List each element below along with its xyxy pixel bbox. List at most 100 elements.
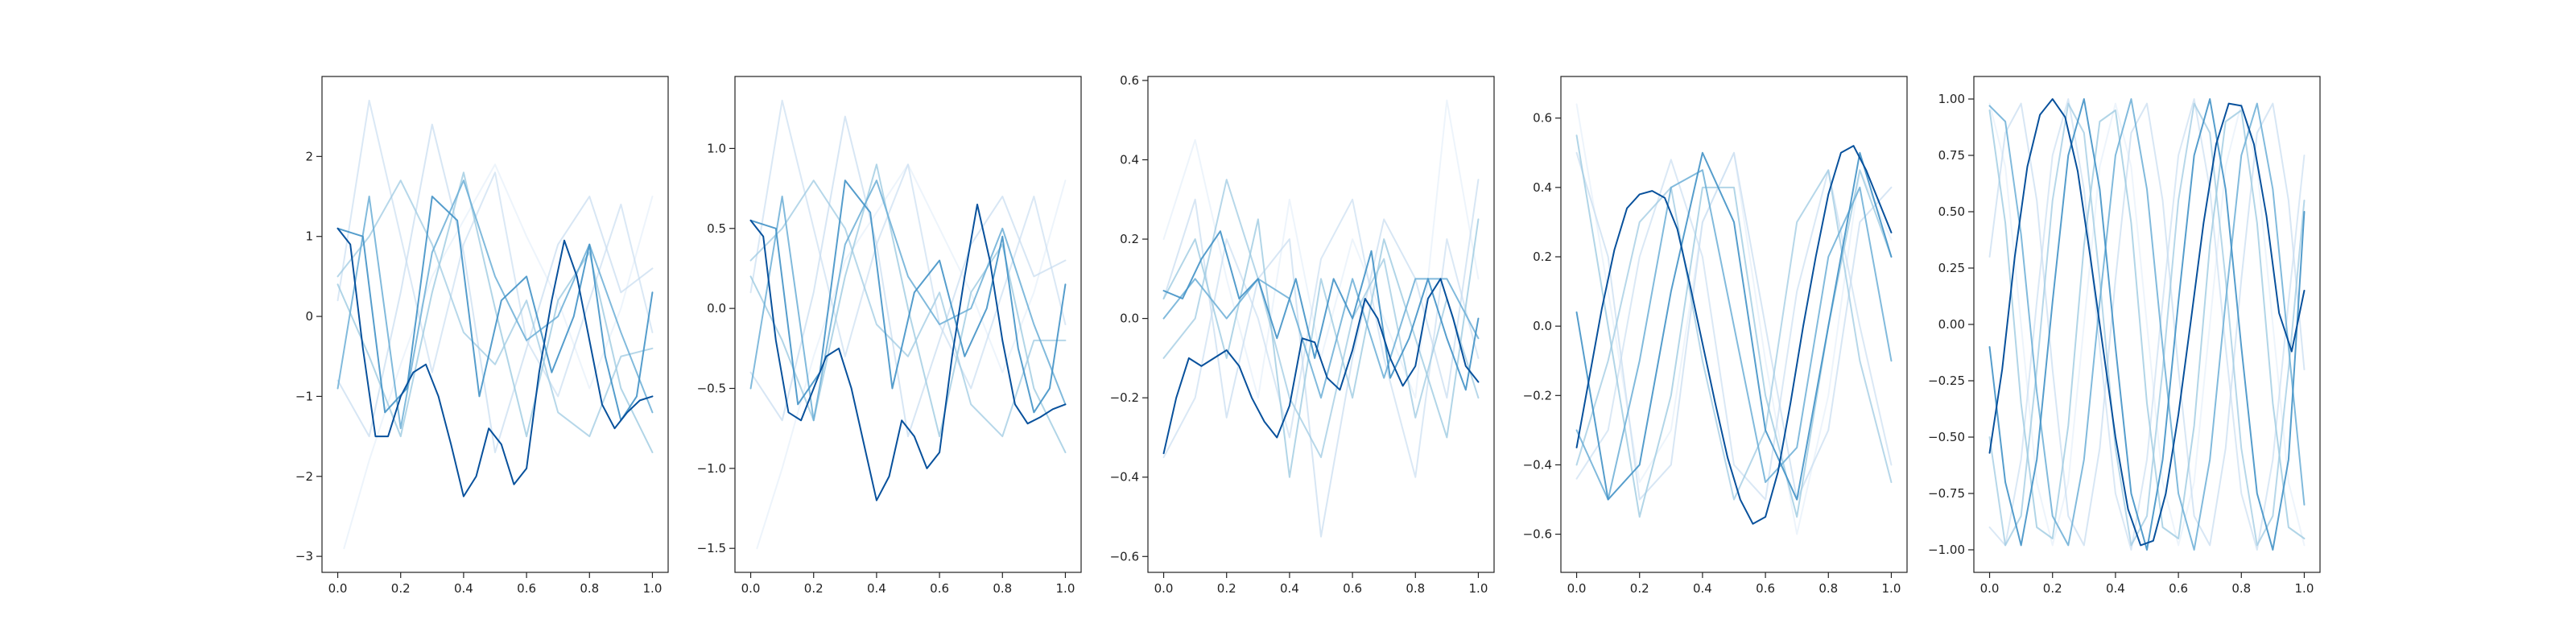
subplot-2: 0.0 0.2 0.4 0.6 0.8 1.0 −1.5 −1.0 −0.5 0.0 0.5 1.0 [697, 76, 1082, 596]
y-tick-label: 0.5 [707, 221, 726, 236]
series-line-8 [336, 227, 654, 497]
y-tick-label: −1.00 [1928, 543, 1965, 557]
y-tick-label: −1 [295, 389, 313, 403]
x-tick-label: 0.0 [328, 581, 348, 596]
y-tick-label: 0.2 [1533, 250, 1552, 264]
series-line-8 [1988, 98, 2306, 547]
x-tick-label: 0.2 [1630, 581, 1649, 596]
y-tick-label: −0.50 [1928, 430, 1965, 444]
series-line-5 [1988, 109, 2306, 539]
y-tick-label: 0.75 [1938, 148, 1965, 163]
y-tick-label: 2 [305, 149, 313, 163]
series-line-7 [1575, 151, 1893, 501]
x-tick-label: 0.2 [804, 581, 824, 596]
x-tick-label: 1.0 [1469, 581, 1488, 596]
x-tick-label: 0.4 [2106, 581, 2125, 596]
y-tick-label: 0.25 [1938, 261, 1965, 275]
series-line-1 [343, 163, 654, 550]
series-line-1 [1988, 102, 2306, 547]
subplot-1: 0.0 0.2 0.4 0.6 0.8 1.0 −3 −2 −1 0 1 2 [295, 76, 669, 596]
series-line-4 [336, 180, 654, 438]
x-tick-label: 0.6 [1756, 581, 1775, 596]
axes-frame [1147, 76, 1495, 573]
x-tick-label: 0.4 [454, 581, 473, 596]
series-line-5 [1575, 134, 1893, 518]
series-line-2 [336, 99, 654, 398]
series-group [749, 99, 1067, 550]
x-tick-label: 1.0 [1056, 581, 1075, 596]
x-tick-label: 0.8 [2231, 581, 2251, 596]
series-line-2 [1162, 198, 1480, 478]
x-tick-label: 0.2 [1217, 581, 1236, 596]
x-tick-label: 0.6 [517, 581, 536, 596]
series-group [1575, 103, 1893, 535]
y-tick-label: 0 [305, 309, 313, 324]
y-tick-label: 1 [305, 229, 313, 244]
y-tick-label: −2 [295, 469, 313, 484]
y-tick-label: −0.75 [1928, 486, 1965, 501]
y-tick-label: 0.6 [1533, 111, 1552, 126]
y-tick-label: −1.5 [697, 541, 726, 555]
series-line-6 [749, 180, 1067, 422]
x-tick-label: 0.6 [2169, 581, 2188, 596]
series-group [1988, 98, 2306, 551]
y-tick-label: 0.0 [707, 301, 726, 316]
y-tick-label: 0.0 [1533, 319, 1552, 333]
series-line-6 [1988, 98, 2306, 551]
x-tick-label: 1.0 [1882, 581, 1901, 596]
series-line-8 [1162, 278, 1480, 455]
x-tick-label: 0.8 [580, 581, 599, 596]
subplot-5: 0.0 0.2 0.4 0.6 0.8 1.0 −1.00 −0.75 −0.50 −0.25 0.… [1928, 76, 2321, 596]
series-line-7 [1988, 98, 2306, 551]
y-tick-label: −0.2 [1110, 390, 1139, 405]
y-tick-label: −3 [295, 549, 313, 564]
y-tick-label: −0.4 [1110, 470, 1139, 485]
series-line-5 [336, 171, 654, 453]
series-line-3 [749, 115, 1067, 438]
series-line-3 [1162, 179, 1480, 538]
y-tick-label: −0.5 [697, 381, 726, 395]
x-tick-label: 0.4 [867, 581, 886, 596]
x-tick-label: 0.8 [1818, 581, 1838, 596]
series-line-7 [749, 180, 1067, 414]
x-tick-label: 1.0 [643, 581, 663, 596]
axes-frame [1560, 76, 1908, 573]
x-tick-label: 0.4 [1280, 581, 1299, 596]
series-line-3 [336, 123, 654, 453]
series-line-4 [749, 180, 1067, 438]
x-tick-label: 0.8 [1406, 581, 1425, 596]
x-tick-label: 0.0 [1154, 581, 1174, 596]
y-tick-label: 1.0 [707, 141, 726, 155]
series-line-3 [1575, 151, 1893, 501]
x-tick-label: 0.2 [2043, 581, 2062, 596]
series-line-4 [1988, 102, 2306, 547]
series-line-6 [1162, 278, 1480, 399]
x-tick-label: 0.2 [391, 581, 411, 596]
y-tick-label: 1.00 [1938, 92, 1965, 106]
series-line-2 [1575, 159, 1893, 501]
x-tick-label: 0.6 [930, 581, 949, 596]
y-tick-label: −0.25 [1928, 374, 1965, 388]
y-tick-label: 0.0 [1120, 312, 1139, 326]
series-group [1162, 99, 1480, 538]
y-tick-label: 0.00 [1938, 317, 1965, 332]
y-tick-label: 0.50 [1938, 204, 1965, 219]
x-tick-label: 0.6 [1343, 581, 1362, 596]
series-line-8 [1575, 145, 1893, 525]
subplot-4: 0.0 0.2 0.4 0.6 0.8 1.0 −0.6 −0.4 −0.2 0.0 0.2 0.4 0… [1523, 76, 1908, 596]
series-line-5 [749, 163, 1067, 453]
series-line-7 [1162, 230, 1480, 391]
series-line-7 [336, 196, 654, 422]
y-tick-label: 0.2 [1120, 232, 1139, 246]
y-tick-label: 0.6 [1120, 73, 1139, 88]
subplot-3: 0.0 0.2 0.4 0.6 0.8 1.0 −0.6 −0.4 −0.2 0.0 0.2 0.4 0… [1110, 73, 1495, 596]
y-tick-label: −0.6 [1523, 527, 1552, 542]
axes-frame [734, 76, 1082, 573]
x-tick-label: 1.0 [2295, 581, 2314, 596]
series-line-4 [1162, 179, 1480, 459]
x-tick-label: 0.0 [1567, 581, 1587, 596]
y-tick-label: 0.4 [1120, 152, 1139, 167]
axes-frame [321, 76, 669, 573]
